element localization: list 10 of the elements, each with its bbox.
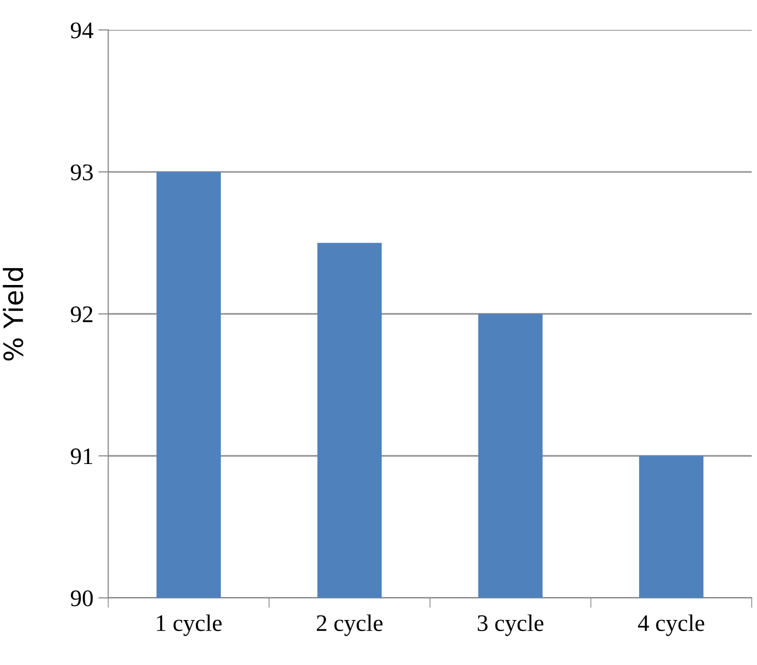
y-axis-title: % Yield (2, 268, 24, 361)
y-tick-label: 90 (70, 590, 93, 606)
y-tick-label: 93 (70, 164, 93, 180)
x-tick-label: 1 cycle (157, 614, 222, 636)
x-tick-label: 2 cycle (316, 614, 382, 636)
x-tick-label: 4 cycle (638, 614, 704, 636)
y-tick-label: 94 (70, 22, 94, 38)
y-tick-label: 91 (70, 448, 92, 464)
x-tick-label: 3 cycle (478, 614, 544, 636)
y-tick-label: 92 (70, 306, 92, 322)
